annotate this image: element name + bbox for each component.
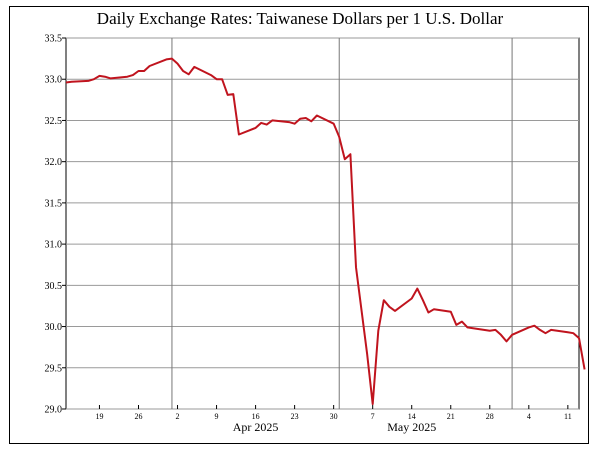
month-label: Apr 2025 <box>233 420 279 434</box>
y-tick-label: 32.0 <box>45 157 63 168</box>
x-tick-label: 26 <box>134 412 142 421</box>
y-tick-label: 30.5 <box>45 281 63 292</box>
x-tick-label: 30 <box>330 412 338 421</box>
x-tick-label: 28 <box>486 412 494 421</box>
y-tick-label: 31.5 <box>45 198 63 209</box>
grid <box>66 37 579 410</box>
x-tick-label: 11 <box>564 412 572 421</box>
x-tick-label: 16 <box>252 412 260 421</box>
plot-area <box>65 37 580 410</box>
y-tick-label: 29.5 <box>45 363 63 374</box>
x-tick-label: 7 <box>371 412 375 421</box>
series-layer <box>65 57 586 406</box>
x-tick-label: 2 <box>176 412 180 421</box>
y-tick-label: 30.0 <box>45 322 63 333</box>
y-tick-label: 31.0 <box>45 240 63 251</box>
x-tick-label: 21 <box>447 412 455 421</box>
series-line <box>65 57 586 406</box>
y-tick-label: 29.0 <box>45 405 63 416</box>
x-tick-label: 14 <box>408 412 416 421</box>
x-tick-label: 9 <box>215 412 219 421</box>
x-tick-label: 23 <box>291 412 299 421</box>
y-tick-label: 32.5 <box>45 116 63 127</box>
x-tick-label: 4 <box>527 412 531 421</box>
axes: 33.5 33.0 32.5 32.0 31.5 31.0 30.5 30.0 29.5 29.0… <box>45 34 572 435</box>
x-tick-label: 19 <box>95 412 103 421</box>
y-tick-label: 33.0 <box>45 75 63 86</box>
chart-title: Daily Exchange Rates: Taiwanese Dollars … <box>96 9 504 28</box>
y-tick-label: 33.5 <box>45 34 63 45</box>
month-label: May 2025 <box>387 420 436 434</box>
